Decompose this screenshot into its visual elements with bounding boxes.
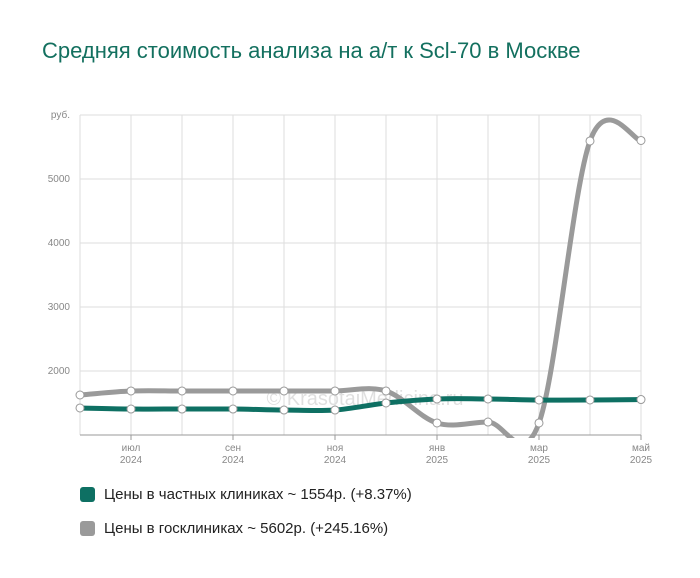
point [126, 404, 136, 414]
y-tick-label: 5000 [48, 174, 71, 185]
point [330, 386, 340, 396]
point [177, 404, 187, 414]
point [126, 386, 136, 396]
point [483, 417, 493, 427]
point [585, 395, 595, 405]
point [228, 386, 238, 396]
point [177, 386, 187, 396]
x-tick-label: сен 2024 [221, 443, 245, 466]
point [483, 394, 493, 404]
y-tick-label: 4000 [48, 238, 71, 249]
y-tick-label: руб. [51, 109, 70, 121]
point [279, 386, 289, 396]
plot [75, 117, 646, 438]
point [636, 395, 646, 405]
point [585, 136, 595, 146]
point [432, 394, 442, 404]
point [330, 405, 340, 415]
legend-label: Цены в госклиниках ~ 5602р. (+245.16%) [104, 520, 389, 537]
y-tick-label: 2000 [48, 366, 71, 377]
point [381, 386, 391, 396]
point [75, 390, 85, 400]
point [75, 403, 85, 413]
legend-swatch [80, 487, 95, 502]
point [636, 135, 646, 145]
chart-title: Средняя стоимость анализа на а/т к Scl-7… [42, 38, 581, 63]
x-tick-label: июл 2024 [119, 443, 143, 466]
x-tick-label: янв 2025 [425, 443, 449, 466]
x-tick-label: май 2025 [629, 443, 653, 466]
point [381, 398, 391, 408]
point [279, 405, 289, 415]
point [228, 404, 238, 414]
x-tick-label: ноя 2024 [323, 443, 347, 466]
point [534, 395, 544, 405]
point [432, 418, 442, 428]
x-tick-label: мар 2025 [527, 443, 551, 466]
point [534, 418, 544, 428]
y-tick-label: 3000 [48, 302, 71, 313]
legend-swatch [80, 521, 95, 536]
legend-label: Цены в частных клиниках ~ 1554р. (+8.37%… [104, 486, 412, 503]
watermark: © KrasotaiMedicina.ru [266, 388, 463, 410]
